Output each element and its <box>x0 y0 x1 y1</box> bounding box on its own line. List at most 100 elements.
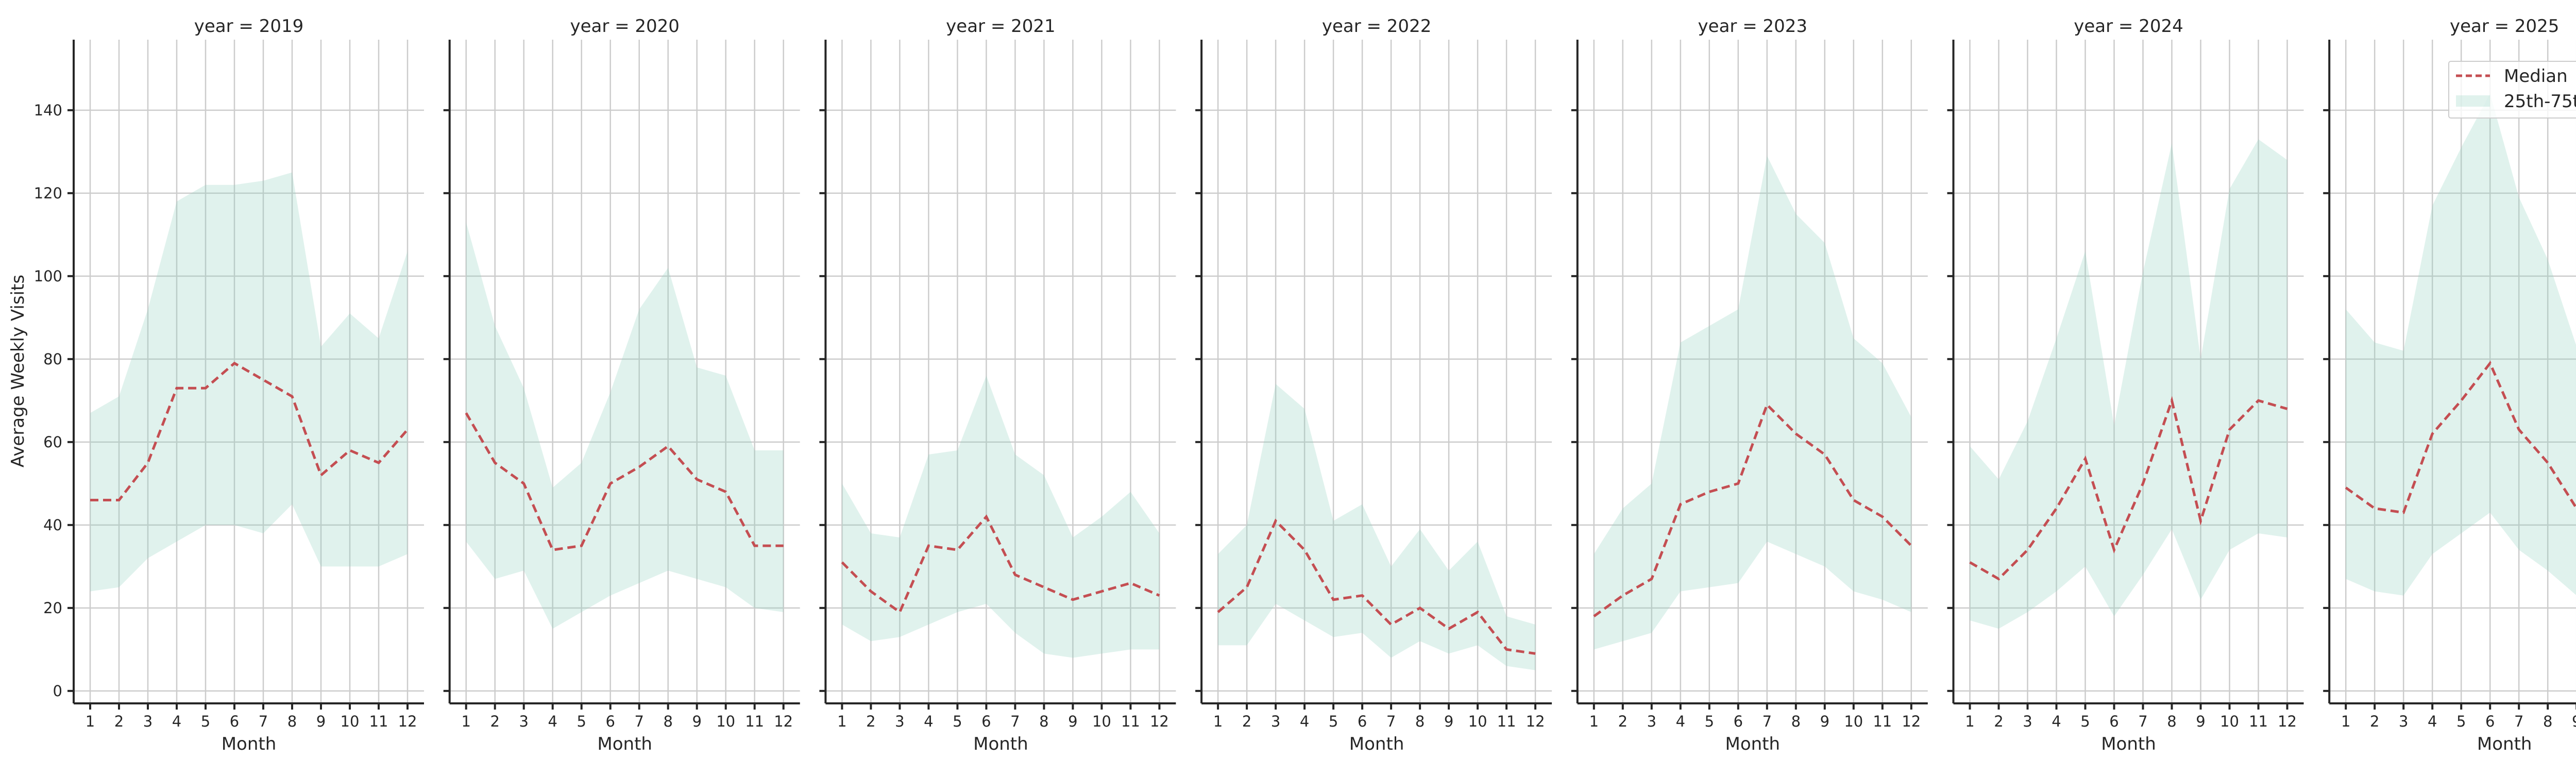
x-tick-label: 5 <box>1329 713 1338 730</box>
x-tick-label: 7 <box>1386 713 1396 730</box>
x-tick-label: 11 <box>2249 713 2268 730</box>
x-tick-label: 9 <box>2196 713 2205 730</box>
panel-title: year = 2025 <box>2450 16 2559 37</box>
x-tick-label: 5 <box>953 713 962 730</box>
x-tick-label: 6 <box>1358 713 1367 730</box>
x-tick-label: 12 <box>774 713 793 730</box>
x-axis-label: Month <box>222 734 277 754</box>
x-tick-label: 5 <box>1705 713 1714 730</box>
x-tick-label: 2 <box>1618 713 1628 730</box>
x-tick-label: 1 <box>1589 713 1599 730</box>
x-tick-label: 1 <box>461 713 470 730</box>
x-tick-label: 11 <box>1497 713 1516 730</box>
percentile-band <box>90 173 408 592</box>
x-tick-label: 9 <box>1444 713 1453 730</box>
y-tick-label: 140 <box>34 102 62 119</box>
x-tick-label: 9 <box>1068 713 1077 730</box>
x-axis-label: Month <box>2477 734 2532 754</box>
x-tick-label: 5 <box>577 713 586 730</box>
x-tick-label: 2 <box>490 713 499 730</box>
y-tick-label: 60 <box>43 433 62 451</box>
x-tick-label: 6 <box>230 713 239 730</box>
x-tick-label: 9 <box>1820 713 1829 730</box>
x-tick-label: 10 <box>2220 713 2239 730</box>
x-tick-label: 11 <box>1873 713 1892 730</box>
y-tick-label: 40 <box>43 516 62 534</box>
x-tick-label: 9 <box>316 713 326 730</box>
x-tick-label: 3 <box>519 713 528 730</box>
x-tick-label: 4 <box>924 713 933 730</box>
x-tick-label: 7 <box>1010 713 1020 730</box>
x-tick-label: 11 <box>1121 713 1140 730</box>
panel-title: year = 2022 <box>1322 16 1431 37</box>
x-tick-label: 2 <box>1994 713 2003 730</box>
x-axis-label: Month <box>1725 734 1781 754</box>
percentile-band <box>1970 139 2287 629</box>
x-tick-label: 8 <box>287 713 297 730</box>
legend-band-swatch <box>2456 95 2490 107</box>
x-tick-label: 3 <box>2023 713 2032 730</box>
x-tick-label: 1 <box>1965 713 1974 730</box>
x-tick-label: 6 <box>981 713 991 730</box>
x-tick-label: 6 <box>2485 713 2495 730</box>
x-tick-label: 4 <box>172 713 181 730</box>
x-tick-label: 10 <box>1092 713 1111 730</box>
x-tick-label: 12 <box>1902 713 1921 730</box>
percentile-band <box>466 222 784 629</box>
panel-title: year = 2024 <box>2074 16 2183 37</box>
x-tick-label: 10 <box>716 713 735 730</box>
x-tick-label: 1 <box>86 713 95 730</box>
x-tick-label: 4 <box>2052 713 2061 730</box>
x-tick-label: 8 <box>1791 713 1801 730</box>
x-axis-label: Month <box>597 734 652 754</box>
x-axis-label: Month <box>973 734 1028 754</box>
x-tick-label: 11 <box>369 713 388 730</box>
x-tick-label: 3 <box>1271 713 1280 730</box>
x-tick-label: 7 <box>1762 713 1772 730</box>
y-tick-label: 0 <box>53 682 62 700</box>
legend: Median 25th-75th Percentile <box>2449 61 2576 118</box>
x-tick-label: 12 <box>398 713 417 730</box>
x-tick-label: 7 <box>2514 713 2523 730</box>
x-tick-label: 4 <box>2428 713 2437 730</box>
x-tick-label: 12 <box>1526 713 1545 730</box>
x-tick-label: 1 <box>1213 713 1223 730</box>
panel-title: year = 2021 <box>946 16 1055 37</box>
x-tick-label: 9 <box>2572 713 2576 730</box>
x-tick-label: 9 <box>692 713 701 730</box>
x-tick-label: 4 <box>1676 713 1685 730</box>
x-tick-label: 10 <box>341 713 360 730</box>
x-tick-label: 10 <box>1844 713 1863 730</box>
legend-median-label: Median <box>2504 66 2568 87</box>
percentile-band <box>1594 156 1911 649</box>
x-tick-label: 5 <box>2080 713 2090 730</box>
x-tick-label: 3 <box>895 713 904 730</box>
x-tick-label: 2 <box>2370 713 2379 730</box>
x-tick-label: 6 <box>605 713 615 730</box>
x-tick-label: 7 <box>2138 713 2147 730</box>
x-tick-label: 3 <box>143 713 152 730</box>
x-tick-label: 3 <box>2399 713 2408 730</box>
x-axis-label: Month <box>2101 734 2156 754</box>
x-tick-label: 1 <box>837 713 846 730</box>
x-tick-label: 1 <box>2341 713 2350 730</box>
panel-title: year = 2020 <box>570 16 679 37</box>
x-tick-label: 4 <box>548 713 557 730</box>
x-tick-label: 8 <box>663 713 672 730</box>
x-tick-label: 8 <box>1039 713 1048 730</box>
x-tick-label: 12 <box>1150 713 1169 730</box>
x-tick-label: 5 <box>201 713 210 730</box>
x-tick-label: 5 <box>2456 713 2466 730</box>
x-tick-label: 7 <box>259 713 268 730</box>
x-tick-label: 2 <box>1242 713 1251 730</box>
percentile-band <box>842 376 1159 658</box>
x-tick-label: 2 <box>114 713 124 730</box>
legend-band-label: 25th-75th Percentile <box>2504 91 2576 112</box>
percentile-band <box>1218 384 1535 670</box>
x-tick-label: 2 <box>866 713 875 730</box>
